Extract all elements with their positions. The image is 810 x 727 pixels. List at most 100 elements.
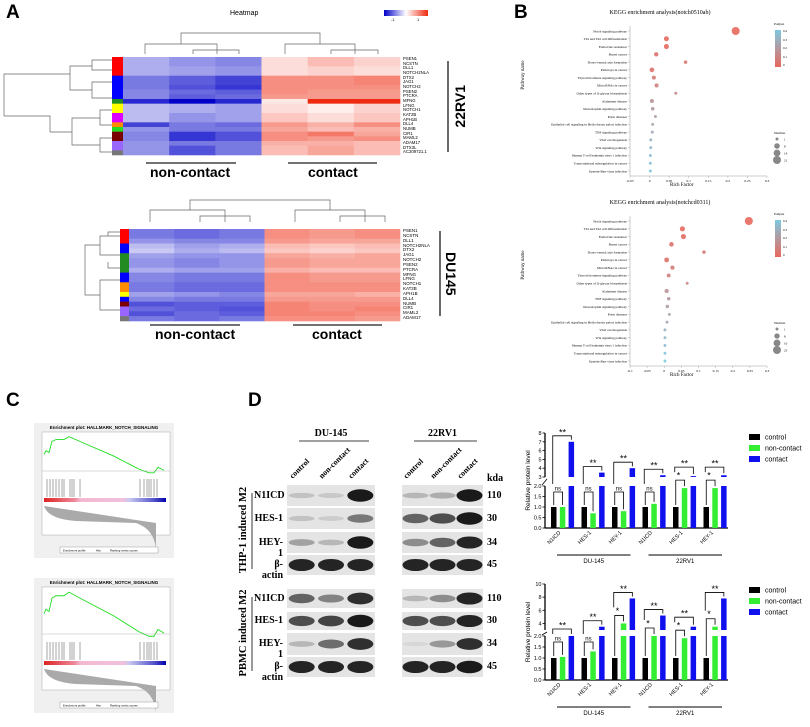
- heatmap-cell: [307, 145, 355, 151]
- row-dendrogram-22rv1: [3, 59, 112, 153]
- heatmap-cell: [354, 291, 401, 298]
- enrichment-point: [702, 250, 706, 254]
- heatmap-cell: [169, 66, 216, 72]
- heatmap-cell: [169, 61, 216, 67]
- heatmap-cell: [215, 75, 262, 81]
- category-label: HEY-1: [608, 682, 623, 697]
- heatmap-cell: [307, 89, 355, 95]
- number-legend-title: Number: [774, 321, 786, 325]
- heatmap-cell: [353, 108, 401, 114]
- enrichment-point: [648, 153, 652, 157]
- y-tick-label: 0.0: [534, 678, 542, 684]
- heatmap-cell: [261, 127, 308, 132]
- padjust-legend-title: Padjust: [774, 22, 785, 26]
- heatmap-cell: [307, 75, 355, 81]
- protein-band: [402, 538, 429, 547]
- significance-bracket: [552, 435, 572, 484]
- significance-label: ns: [555, 487, 561, 493]
- x-tick-label: 0.25: [744, 179, 750, 183]
- bar-upper: [721, 598, 727, 630]
- protein-band: [456, 592, 483, 605]
- significance-label: **: [712, 584, 720, 594]
- cluster-color-cell: [112, 71, 123, 76]
- protein-band: [429, 660, 456, 674]
- heatmap-cell: [174, 253, 220, 259]
- cluster-color-cell: [120, 277, 129, 283]
- heatmap-cell: [264, 258, 310, 264]
- gene-label: NOTCH2: [403, 257, 422, 263]
- cluster-color-cell: [112, 89, 123, 95]
- ranking-metric-area: [44, 669, 156, 712]
- significance-label: *: [707, 471, 711, 481]
- heatmap-cell: [123, 99, 170, 104]
- heatmap-cell: [261, 136, 308, 142]
- bar: [568, 486, 575, 528]
- bar: [690, 636, 697, 680]
- significance-bracket: [553, 641, 563, 656]
- heatmap-cell: [261, 61, 308, 67]
- heatmap-cell: [169, 131, 216, 137]
- heatmap-cell: [219, 287, 265, 293]
- cluster-color-cell: [112, 108, 123, 114]
- heatmap-cell: [123, 127, 170, 132]
- gene-label: PTCRA: [403, 93, 418, 99]
- protein-band: [347, 660, 374, 674]
- x-axis-label: Rich Factor: [670, 183, 694, 188]
- gene-label: KAT2B: [403, 112, 417, 117]
- pathway-label: Th1 and Th2 cell differentiation: [584, 37, 628, 41]
- gene-label: DTX2: [403, 247, 415, 253]
- heatmap-cell: [261, 113, 308, 118]
- significance-bracket: [674, 616, 694, 625]
- heatmap-cell: [353, 150, 401, 156]
- kda-value: 34: [487, 638, 497, 649]
- protein-band: [456, 489, 483, 502]
- bar: [642, 507, 648, 528]
- heatmap-scale-high: 1: [417, 17, 420, 22]
- heatmap-cell: [219, 258, 265, 264]
- bar: [599, 486, 605, 528]
- bar: [612, 658, 618, 680]
- heatmap-cell: [261, 71, 308, 76]
- heatmap-cell: [307, 94, 355, 100]
- heatmap-cell: [353, 75, 401, 81]
- heatmap-cell: [219, 306, 265, 312]
- y-tick-label: 2.0: [534, 634, 542, 640]
- heatmap-cell: [129, 277, 175, 283]
- y-axis-label: Pathway name: [521, 60, 526, 90]
- y-tick-label: 1.0: [534, 656, 542, 662]
- significance-bracket: [705, 479, 716, 505]
- block-label: PBMC induced M2: [238, 590, 249, 677]
- cluster-color-cell: [112, 61, 123, 67]
- significance-bracket: [704, 466, 725, 474]
- heatmap-cell: [261, 145, 308, 151]
- padjust-tick: 0: [783, 253, 785, 257]
- padjust-color-bar: [775, 220, 781, 257]
- heatmap-cell: [174, 291, 220, 298]
- heatmap-cell: [261, 131, 308, 137]
- heatmap-cell: [353, 145, 401, 151]
- bar: [690, 486, 697, 528]
- heatmap-cell: [219, 301, 265, 307]
- heatmap-cell: [219, 248, 265, 254]
- significance-bracket: [582, 620, 603, 634]
- pathway-label: Dorso-ventral axis formation: [588, 60, 628, 64]
- heatmap-cell: [309, 287, 356, 293]
- heatmap-cell: [264, 238, 310, 244]
- legend-label: control: [765, 588, 786, 595]
- significance-bracket: [614, 615, 624, 656]
- pathway-label: Endocrine resistance: [599, 235, 628, 239]
- y-axis-label: Pathway name: [521, 250, 526, 280]
- x-tick-label: 0.2: [731, 369, 736, 373]
- pathway-label: MicroRNAs in cancer: [597, 84, 628, 88]
- heatmap-cell: [219, 267, 265, 273]
- padjust-tick: 0.4: [783, 29, 787, 33]
- gsea-legend-box: [59, 701, 159, 709]
- heatmap-cell: [174, 258, 220, 264]
- gene-label: NOTCH2: [403, 84, 421, 89]
- kda-value: 110: [487, 489, 502, 501]
- heatmap-cell: [307, 85, 355, 90]
- heatmap-cell: [129, 229, 175, 235]
- heatmap-cell: [174, 248, 220, 254]
- gene-label: ADAM17: [403, 315, 421, 321]
